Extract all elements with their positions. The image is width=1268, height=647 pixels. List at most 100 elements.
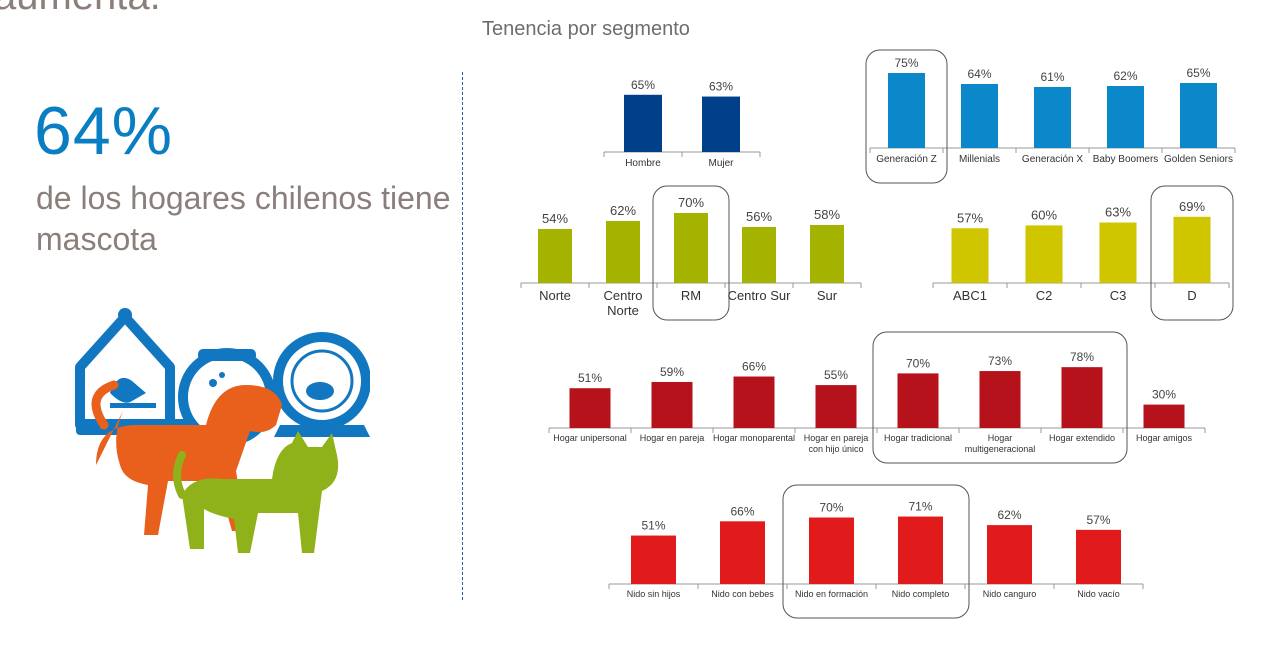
- household-value-label: 59%: [660, 365, 684, 379]
- chart-title: Tenencia por segmento: [482, 18, 690, 40]
- generation-bar: [1180, 83, 1217, 148]
- nest-value-label: 57%: [1086, 513, 1110, 527]
- generation-category-label: Baby Boomers: [1093, 154, 1159, 165]
- generation-value-label: 61%: [1040, 70, 1064, 84]
- cat-icon: [173, 431, 339, 553]
- generation-bar: [961, 84, 998, 148]
- nest-category-label: Nido con bebes: [711, 589, 774, 599]
- household-category-label: Hogar en pareja con hijo único: [804, 433, 869, 454]
- socioeconomic-bar: [1025, 225, 1063, 283]
- header-fragment: aumenta.: [0, 0, 161, 19]
- region-category-label: Norte: [539, 288, 571, 303]
- socioeconomic-category-label: D: [1187, 288, 1196, 303]
- socioeconomic-category-label: C2: [1036, 288, 1053, 303]
- household-category-label: Hogar extendido: [1049, 433, 1115, 443]
- socioeconomic-bar: [1099, 222, 1137, 283]
- nest-bar: [720, 521, 765, 584]
- generation-category-label: Generación Z: [876, 154, 937, 165]
- household-value-label: 73%: [988, 354, 1012, 368]
- nest-value-label: 70%: [819, 501, 843, 515]
- household-value-label: 55%: [824, 368, 848, 382]
- generation-value-label: 64%: [967, 67, 991, 81]
- household-bar: [733, 376, 775, 428]
- region-bar: [674, 213, 708, 283]
- nest-bar: [987, 525, 1032, 584]
- nest-bar: [631, 535, 676, 584]
- nest-highlight-frame: [782, 484, 970, 619]
- socioeconomic-bar: [1173, 216, 1211, 283]
- nest-value-label: 51%: [641, 519, 665, 533]
- generation-value-label: 65%: [1186, 66, 1210, 80]
- dashed-divider: [462, 72, 463, 600]
- region-category-label: Centro Norte: [603, 288, 642, 318]
- nest-category-label: Nido en formación: [795, 589, 868, 599]
- pets-illustration: [75, 308, 370, 553]
- birdhouse-icon: [75, 308, 175, 430]
- region-value-label: 62%: [610, 203, 636, 218]
- socioeconomic-category-label: ABC1: [953, 288, 987, 303]
- nest-value-label: 62%: [997, 508, 1021, 522]
- gender-category-label: Mujer: [708, 158, 734, 169]
- region-bar: [538, 229, 572, 283]
- region-category-label: Sur: [817, 288, 838, 303]
- socioeconomic-value-label: 69%: [1179, 199, 1205, 214]
- generation-bar: [888, 73, 925, 148]
- household-bar: [815, 385, 857, 428]
- generation-bar: [1107, 86, 1144, 148]
- household-value-label: 66%: [742, 360, 766, 374]
- generation-category-label: Generación X: [1022, 154, 1083, 165]
- household-highlight-frame: [872, 331, 1128, 464]
- nest-bar: [809, 517, 854, 584]
- nest-bar: [898, 516, 943, 584]
- nest-bar: [1076, 529, 1121, 584]
- region-value-label: 56%: [746, 209, 772, 224]
- gender-bar: [702, 96, 740, 152]
- region-category-label: Centro Sur: [728, 288, 792, 303]
- region-bar: [742, 227, 776, 283]
- socioeconomic-value-label: 60%: [1031, 207, 1057, 222]
- household-bar: [979, 371, 1021, 428]
- gender-value-label: 63%: [709, 80, 733, 94]
- gender-bar: [624, 94, 662, 152]
- nest-category-label: Nido sin hijos: [627, 589, 681, 599]
- household-category-label: Hogar monoparental: [713, 433, 795, 443]
- household-value-label: 30%: [1152, 388, 1176, 402]
- household-value-label: 78%: [1070, 350, 1094, 364]
- socioeconomic-value-label: 57%: [957, 210, 983, 225]
- stat-value: 64%: [34, 93, 174, 169]
- generation-value-label: 62%: [1113, 69, 1137, 83]
- household-category-label: Hogar en pareja: [640, 433, 705, 443]
- socioeconomic-highlight-frame: [1150, 185, 1234, 321]
- nest-value-label: 71%: [908, 500, 932, 514]
- nest-category-label: Nido completo: [892, 589, 950, 599]
- household-category-label: Hogar unipersonal: [553, 433, 627, 443]
- region-bar: [810, 225, 844, 283]
- generation-highlight-frame: [865, 49, 948, 184]
- generation-bar: [1034, 87, 1071, 148]
- household-bar: [569, 388, 611, 428]
- nest-category-label: Nido canguro: [983, 589, 1037, 599]
- socioeconomic-category-label: C3: [1110, 288, 1127, 303]
- socioeconomic-value-label: 63%: [1105, 205, 1131, 220]
- household-category-label: Hogar multigeneracional: [965, 433, 1036, 454]
- household-bar: [1061, 367, 1103, 428]
- household-value-label: 51%: [578, 371, 602, 385]
- generation-category-label: Millenials: [959, 154, 1000, 165]
- region-bar: [606, 221, 640, 283]
- generation-category-label: Golden Seniors: [1164, 154, 1233, 165]
- region-highlight-frame: [652, 185, 730, 321]
- household-value-label: 70%: [906, 356, 930, 370]
- region-value-label: 54%: [542, 211, 568, 226]
- generation-value-label: 75%: [894, 56, 918, 70]
- region-value-label: 58%: [814, 207, 840, 222]
- household-category-label: Hogar amigos: [1136, 433, 1193, 443]
- region-category-label: RM: [681, 288, 701, 303]
- household-bar: [651, 381, 693, 428]
- household-bar: [897, 373, 939, 428]
- gender-category-label: Hombre: [625, 158, 661, 169]
- gender-value-label: 65%: [631, 78, 655, 92]
- household-category-label: Hogar tradicional: [884, 433, 952, 443]
- socioeconomic-bar: [951, 228, 989, 283]
- region-value-label: 70%: [678, 195, 704, 210]
